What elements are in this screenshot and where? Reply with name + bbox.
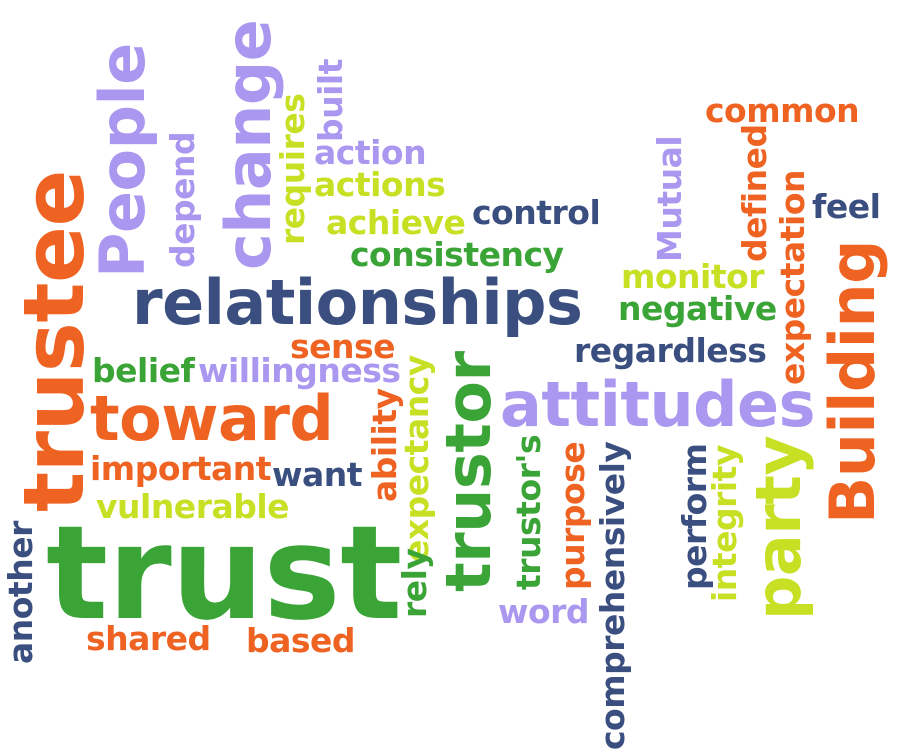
word-built: built [311,58,350,142]
word-comprehensively-a: comprehensively [593,441,632,750]
word-actions: actions [314,165,446,204]
word-trustors: trustor's [509,434,548,590]
word-negative: negative [618,289,777,328]
word-integrity: integrity [705,445,744,602]
word-relationships: relationships [132,266,583,339]
word-willingness: willingness [198,351,401,390]
word-people: People [86,43,159,278]
word-defined: defined [735,124,774,262]
word-want: want [272,455,363,494]
word-common: common [705,91,860,130]
word-depend: depend [163,131,202,268]
word-monitor: monitor [621,257,765,296]
word-requires: requires [273,93,312,245]
word-rely: rely [395,548,434,618]
word-mutual: Mutual [650,135,689,262]
word-based: based [246,621,356,660]
word-important: important [90,449,272,488]
word-belief: belief [92,351,195,390]
word-control: control [472,193,601,232]
word-purpose: purpose [553,441,592,590]
word-expectation: expectation [773,169,812,385]
word-sense: sense [290,327,396,366]
word-word: word [498,592,590,631]
word-shared: shared [86,619,211,658]
word-consistency: consistency [350,235,564,274]
word-trustee: trustee [5,170,103,512]
word-vulnerable: vulnerable [96,487,290,526]
word-feel: feel [812,187,881,226]
word-attitudes: attitudes [500,368,815,441]
word-action: action [314,133,427,172]
word-building: Building [816,239,889,524]
word-change: change [212,19,285,270]
word-trust: trust [46,497,402,649]
word-achieve: achieve [326,203,466,242]
word-regardless: regardless [574,331,767,370]
word-trustor: trustor [432,351,505,592]
word-expectancy: expectancy [397,355,436,562]
word-toward: toward [90,382,334,455]
word-party: party [742,435,815,620]
word-another: another [1,521,40,664]
